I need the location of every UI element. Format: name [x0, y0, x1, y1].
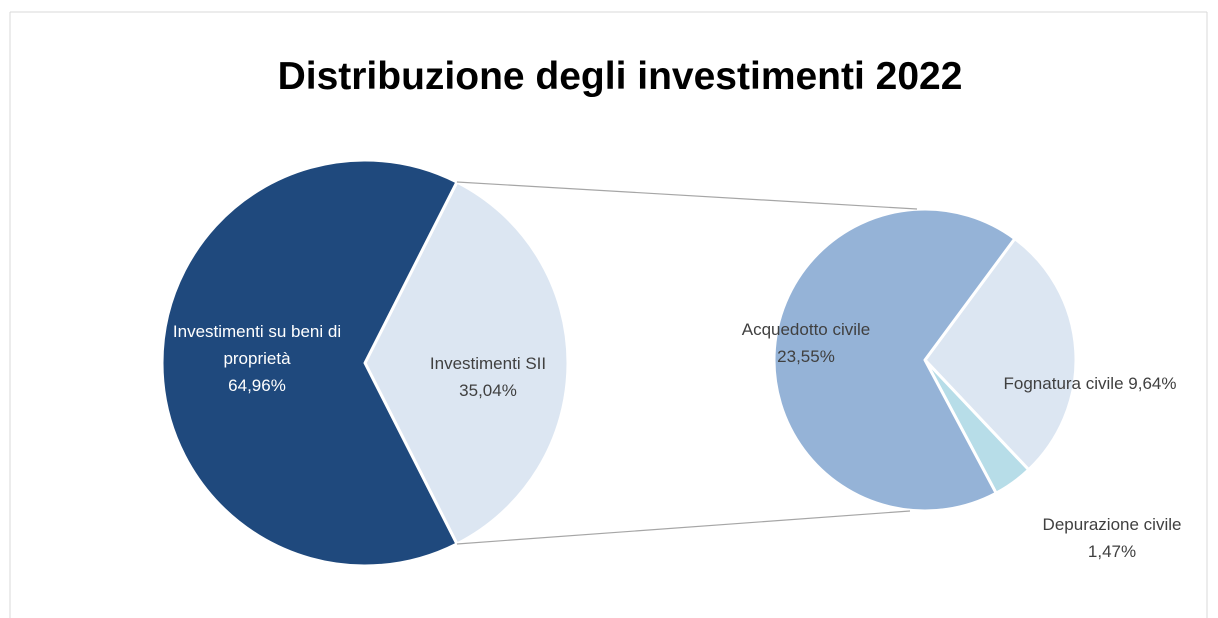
data-label: Fognatura civile 9,64% [975, 370, 1205, 397]
category-label: Investimenti su beni di proprietà [172, 322, 342, 368]
value-label: 9,64% [1128, 374, 1177, 393]
category-label: Fognatura civile [1003, 374, 1124, 393]
data-label: Depurazione civile 1,47% [1017, 511, 1207, 565]
connector-line [456, 510, 911, 545]
category-label: Depurazione civile [1042, 515, 1182, 534]
pie-slice [772, 207, 1017, 513]
pie-slice [363, 180, 570, 546]
value-label: 35,04% [459, 381, 517, 400]
value-label: 1,47% [1087, 542, 1137, 561]
pie-slice [923, 237, 1078, 472]
connector-line [456, 181, 918, 210]
pie-slice [160, 158, 459, 568]
category-label: Acquedotto civile [741, 320, 871, 339]
data-label: Acquedotto civile 23,55% [711, 316, 901, 370]
data-label: Investimenti su beni di proprietà 64,96% [172, 318, 342, 399]
value-label: 23,55% [777, 347, 835, 366]
category-label: Investimenti SII [429, 354, 547, 373]
data-label: Investimenti SII 35,04% [388, 350, 588, 404]
value-label: 64,96% [228, 376, 286, 395]
chart-title: Distribuzione degli investimenti 2022 [278, 55, 963, 98]
